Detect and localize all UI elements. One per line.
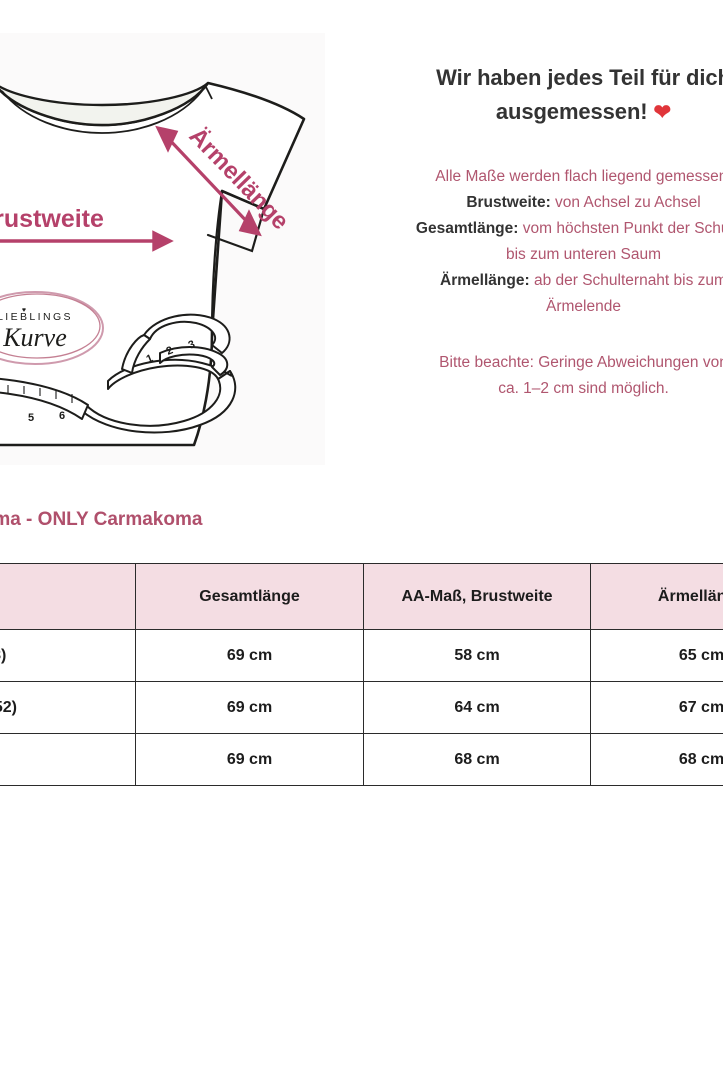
column-header-sleeve: Ärmellänge	[590, 563, 723, 630]
svg-text:Kurve: Kurve	[2, 323, 67, 352]
heart-icon: ❤	[653, 101, 672, 125]
measure-instructions: Alle Maße werden flach liegend gemessen.…	[355, 164, 723, 320]
cell-size: 3XL (54)	[0, 733, 136, 786]
measurement-info-section: Brustweite Ärmellänge LIEBLINGS ♥ Kurve	[0, 33, 723, 465]
tshirt-measurement-diagram: Brustweite Ärmellänge LIEBLINGS ♥ Kurve	[0, 81, 306, 447]
headline-line-2: ausgemessen! ❤	[355, 95, 723, 130]
measure-intro: Alle Maße werden flach liegend gemessen.	[435, 167, 723, 185]
size-table-body: XL (46/48) 69 cm 58 cm 65 cm XXL (50/52)…	[0, 629, 723, 786]
measure-term: Ärmellänge:	[440, 271, 530, 289]
cell-size: XL (46/48)	[0, 629, 136, 682]
measure-line: Gesamtlänge: vom höchsten Punkt der Schu…	[355, 216, 723, 242]
measure-desc: Ärmelende	[546, 297, 621, 315]
lieblingskurve-logo: LIEBLINGS ♥ Kurve	[0, 291, 104, 365]
note-line-2: ca. 1–2 cm sind möglich.	[498, 379, 669, 397]
column-header-chest: AA-Maß, Brustweite	[363, 563, 591, 630]
tshirt-illustration-panel: Brustweite Ärmellänge LIEBLINGS ♥ Kurve	[0, 33, 325, 465]
table-header-row: Größe Gesamtlänge AA-Maß, Brustweite Ärm…	[0, 563, 723, 630]
measure-desc: bis zum unteren Saum	[505, 245, 662, 263]
cell-total-length: 69 cm	[135, 629, 364, 682]
cell-chest: 68 cm	[363, 733, 591, 786]
svg-text:LIEBLINGS: LIEBLINGS	[0, 311, 73, 323]
info-text-column: Wir haben jedes Teil für dich ausgemesse…	[325, 33, 723, 402]
cell-chest: 58 cm	[363, 629, 591, 682]
measure-line: bis zum unteren Saum	[355, 242, 723, 268]
measure-line: Brustweite: von Achsel zu Achsel	[355, 190, 723, 216]
headline-line-2-text: ausgemessen!	[495, 99, 648, 125]
measure-desc: von Achsel zu Achsel	[555, 193, 701, 211]
headline: Wir haben jedes Teil für dich ausgemesse…	[355, 61, 723, 130]
size-table: Größe Gesamtlänge AA-Maß, Brustweite Ärm…	[0, 563, 723, 786]
tape-number: 2	[165, 344, 175, 357]
cell-sleeve: 67 cm	[590, 681, 723, 734]
chest-label: Brustweite	[0, 205, 104, 233]
headline-line-1: Wir haben jedes Teil für dich	[436, 65, 723, 90]
measure-desc: vom höchsten Punkt der Schulter	[522, 219, 723, 237]
cell-total-length: 69 cm	[135, 733, 364, 786]
svg-text:♥: ♥	[22, 307, 26, 314]
tape-number: 1	[145, 352, 155, 365]
cell-sleeve: 68 cm	[590, 733, 723, 786]
size-table-title: Carmakoma - ONLY Carmakoma	[0, 509, 203, 530]
tape-number: 3	[187, 338, 197, 351]
cell-total-length: 69 cm	[135, 681, 364, 734]
deviation-note: Bitte beachte: Geringe Abweichungen von …	[355, 350, 723, 402]
table-row: XXL (50/52) 69 cm 64 cm 67 cm	[0, 681, 723, 734]
cell-size: XXL (50/52)	[0, 681, 136, 734]
table-row: 3XL (54) 69 cm 68 cm 68 cm	[0, 733, 723, 786]
measure-line: Ärmelende	[355, 294, 723, 320]
measure-term: Gesamtlänge:	[415, 219, 519, 237]
measure-term: Brustweite:	[466, 193, 551, 211]
size-table-head: Größe Gesamtlänge AA-Maß, Brustweite Ärm…	[0, 563, 723, 630]
tape-number: 5	[28, 412, 34, 424]
column-header-total-length: Gesamtlänge	[135, 563, 364, 630]
column-header-size: Größe	[0, 563, 136, 630]
measure-desc: ab der Schulternaht bis zum	[533, 271, 723, 289]
measure-line: Ärmellänge: ab der Schulternaht bis zum	[355, 268, 723, 294]
cell-chest: 64 cm	[363, 681, 591, 734]
tape-number: 6	[59, 410, 65, 422]
table-row: XL (46/48) 69 cm 58 cm 65 cm	[0, 629, 723, 682]
cell-sleeve: 65 cm	[590, 629, 723, 682]
note-line-1: Bitte beachte: Geringe Abweichungen von	[439, 353, 723, 371]
